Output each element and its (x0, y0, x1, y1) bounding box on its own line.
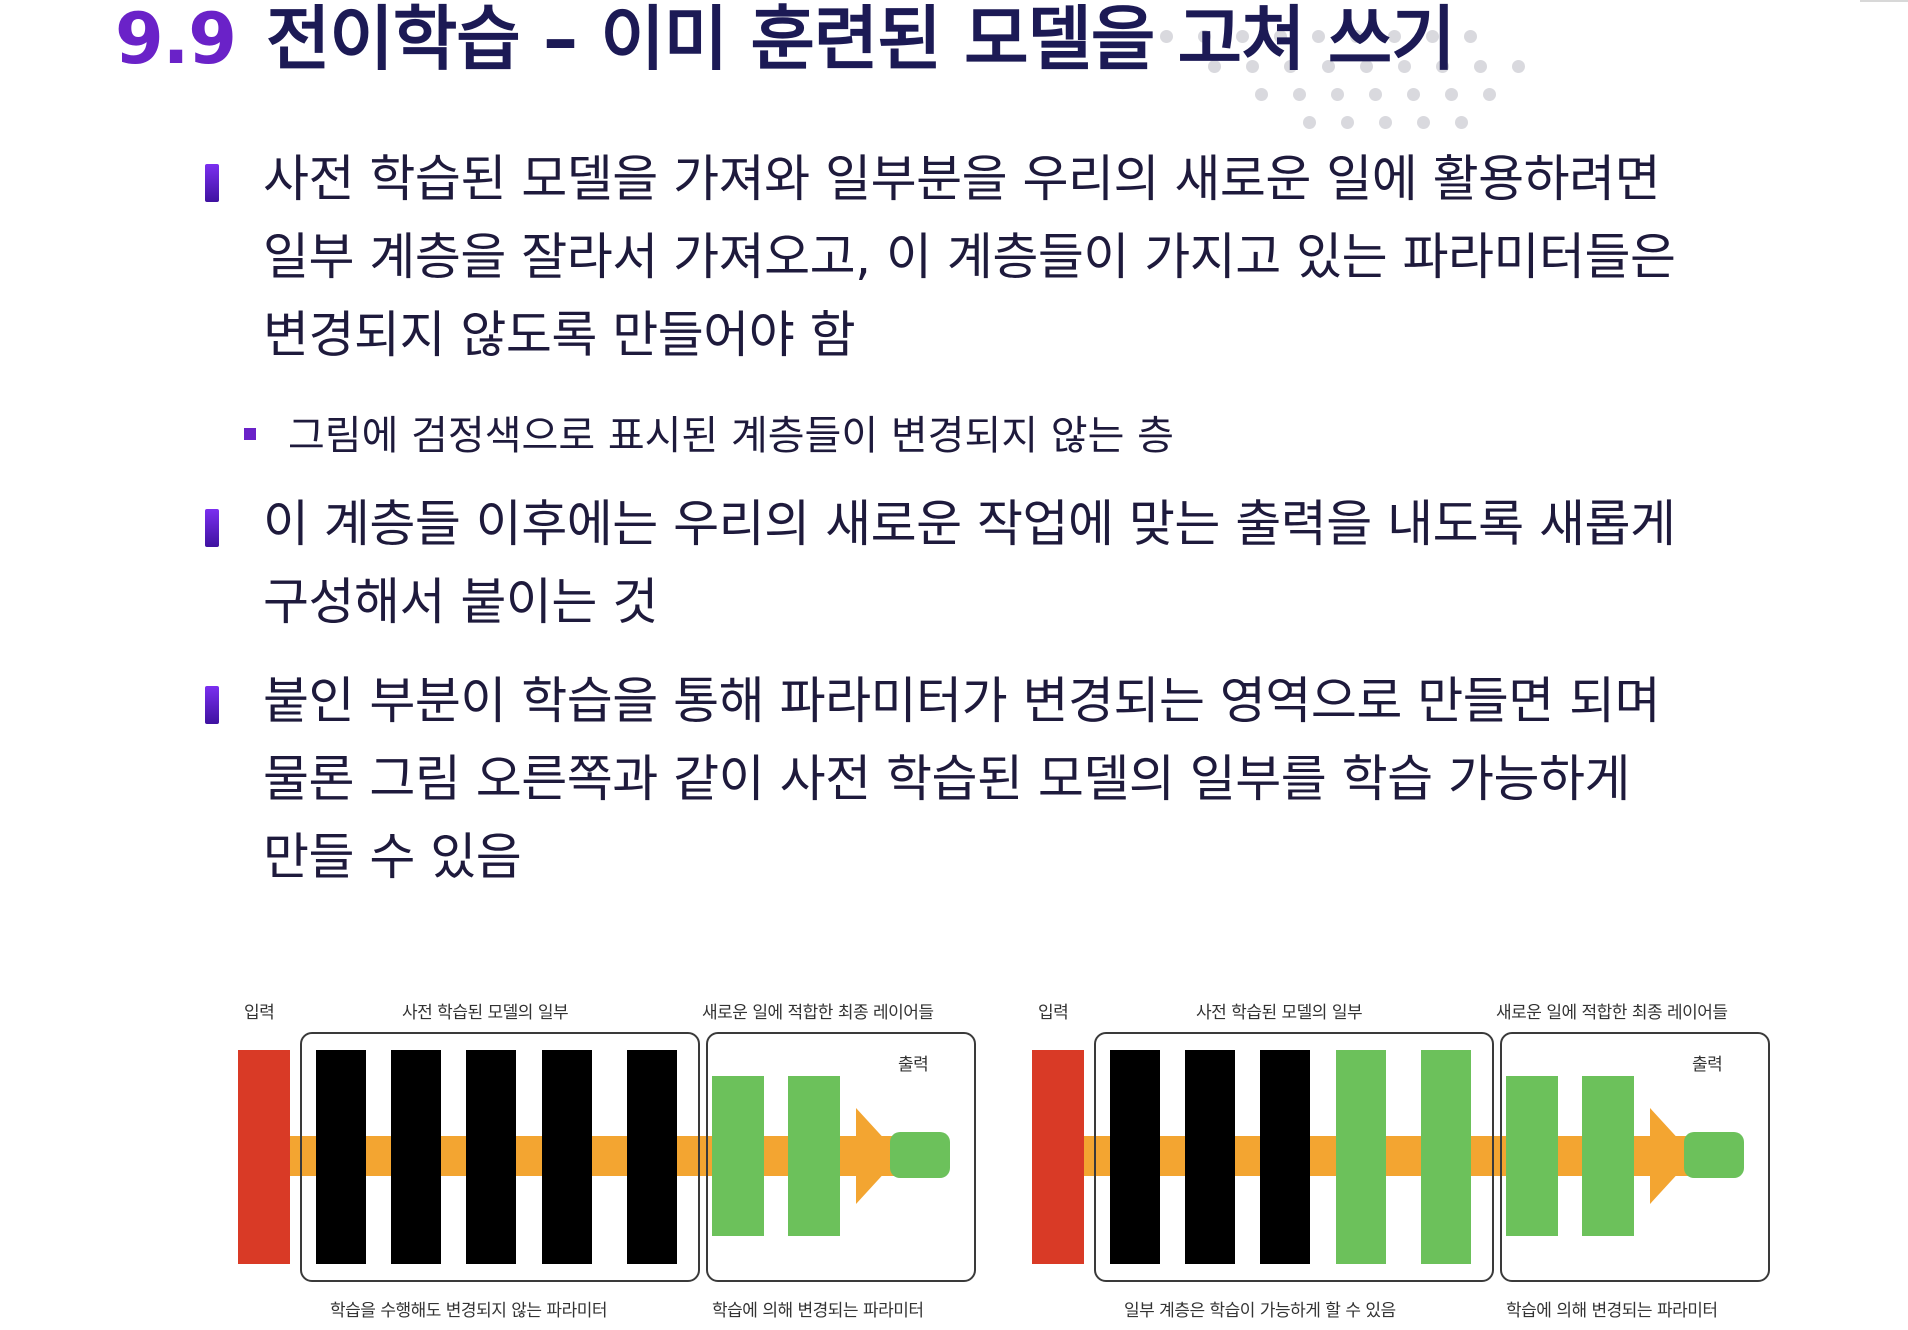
bullet-marker (205, 686, 219, 724)
decorative-dot (1293, 88, 1307, 101)
frozen-params-caption: 학습을 수행해도 변경되지 않는 파라미터 (330, 1301, 608, 1321)
bullet-line: 일부 계층을 잘라서 가져오고, 이 계층들이 가지고 있는 파라미터들은 (263, 228, 1676, 286)
decorative-dot (1378, 116, 1392, 129)
pretrained-layer (1421, 1050, 1471, 1264)
sub-bullet-item: 그림에 검정색으로 표시된 계층들이 변경되지 않는 층 (244, 406, 1788, 466)
decorative-dot (1274, 30, 1287, 43)
decorative-dot (1360, 60, 1373, 73)
new-layers-label: 새로운 일에 적합한 최종 레이어들 (702, 1003, 934, 1023)
bullet-line: 사전 학습된 모델을 가져와 일부분을 우리의 새로운 일에 활용하려면 (263, 150, 1661, 208)
decorative-dot (1369, 88, 1383, 101)
decorative-dot (1255, 88, 1269, 101)
bullet-line: 이 계층들 이후에는 우리의 새로운 작업에 맞는 출력을 내도록 새롭게 (263, 495, 1676, 553)
title-number: 9.9 (115, 0, 237, 80)
decorative-dot (1246, 60, 1259, 73)
output-label: 출력 (1692, 1055, 1723, 1075)
decorative-dot (1312, 30, 1325, 43)
partially-trainable-caption: 일부 계층은 학습이 가능하게 할 수 있음 (1124, 1301, 1396, 1321)
bullet-line: 변경되지 않도록 만들어야 함 (263, 306, 856, 364)
decorative-dot (1416, 116, 1430, 129)
decorative-dot (1302, 116, 1316, 129)
pretrained-layer (1260, 1050, 1310, 1264)
decorative-dot (1331, 88, 1345, 101)
decorative-dot (1160, 30, 1173, 43)
decorative-dot (1464, 30, 1477, 43)
new-layers-block (1500, 1032, 1770, 1282)
new-layer (712, 1076, 764, 1236)
pretrained-layer (1185, 1050, 1235, 1264)
new-layer (788, 1076, 840, 1236)
pretrained-layer (627, 1050, 677, 1264)
pretrained-block (1094, 1032, 1494, 1282)
input-layer (1032, 1050, 1084, 1264)
bullet-item: 이 계층들 이후에는 우리의 새로운 작업에 맞는 출력을 내도록 새롭게 구성… (205, 485, 1823, 641)
output-node (1684, 1132, 1744, 1178)
new-layers-label: 새로운 일에 적합한 최종 레이어들 (1496, 1003, 1728, 1023)
decorative-dot (1322, 60, 1335, 73)
transfer-diagram-finetune: 입력 사전 학습된 모델의 일부 새로운 일에 적합한 최종 레이어들 출력 일… (1032, 990, 1802, 1330)
pretrained-layer (542, 1050, 592, 1264)
output-label: 출력 (898, 1055, 929, 1075)
top-rule (1860, 0, 1908, 2)
decorative-dot (1474, 60, 1487, 73)
decorative-dot (1407, 88, 1421, 101)
transfer-diagram-frozen: 입력 사전 학습된 모델의 일부 새로운 일에 적합한 최종 레이어들 출력 학… (238, 990, 1008, 1330)
bullet-item: 붙인 부분이 학습을 통해 파라미터가 변경되는 영역으로 만들면 되며 물론 … (205, 662, 1823, 896)
bullet-line: 물론 그림 오른쪽과 같이 사전 학습된 모델의 일부를 학습 가능하게 (263, 750, 1631, 808)
decorative-dot (1198, 30, 1211, 43)
input-layer (238, 1050, 290, 1264)
decorative-dot (1445, 88, 1459, 101)
decorative-dot (1388, 30, 1401, 43)
slide-title: 9.9 전이학습 – 이미 훈련된 모델을 고쳐 쓰기 (115, 0, 1456, 84)
pretrained-layer (316, 1050, 366, 1264)
bullet-item: 사전 학습된 모델을 가져와 일부분을 우리의 새로운 일에 활용하려면 일부 … (205, 140, 1823, 374)
decorative-dot (1436, 60, 1449, 73)
decorative-dot (1208, 60, 1221, 73)
decorative-dot (1236, 30, 1249, 43)
pretrained-label: 사전 학습된 모델의 일부 (1196, 1003, 1363, 1023)
pretrained-label: 사전 학습된 모델의 일부 (402, 1003, 569, 1023)
decorative-dot (1398, 60, 1411, 73)
bullet-line: 붙인 부분이 학습을 통해 파라미터가 변경되는 영역으로 만들면 되며 (263, 672, 1661, 730)
new-layers-block (706, 1032, 976, 1282)
decorative-dot (1426, 30, 1439, 43)
pretrained-layer (1110, 1050, 1160, 1264)
new-layer (1582, 1076, 1634, 1236)
pretrained-layer (466, 1050, 516, 1264)
sub-bullet-line: 그림에 검정색으로 표시된 계층들이 변경되지 않는 층 (288, 413, 1174, 459)
decorative-dots (1150, 0, 1650, 140)
input-label: 입력 (1038, 1003, 1069, 1023)
input-label: 입력 (244, 1003, 275, 1023)
decorative-dot (1454, 116, 1468, 129)
bullet-line: 만들 수 있음 (263, 828, 522, 886)
decorative-dot (1350, 30, 1363, 43)
pretrained-block (300, 1032, 700, 1282)
trainable-params-caption: 학습에 의해 변경되는 파라미터 (1506, 1301, 1718, 1321)
trainable-params-caption: 학습에 의해 변경되는 파라미터 (712, 1301, 924, 1321)
decorative-dot (1512, 60, 1525, 73)
bullet-marker (205, 509, 219, 547)
decorative-dot (1284, 60, 1297, 73)
sub-bullet-marker (244, 428, 256, 440)
bullet-marker (205, 164, 219, 202)
bullet-line: 구성해서 붙이는 것 (263, 573, 658, 631)
pretrained-layer (1336, 1050, 1386, 1264)
decorative-dot (1483, 88, 1497, 101)
output-node (890, 1132, 950, 1178)
title-text: 전이학습 – 이미 훈련된 모델을 고쳐 쓰기 (266, 0, 1456, 80)
pretrained-layer (391, 1050, 441, 1264)
new-layer (1506, 1076, 1558, 1236)
decorative-dot (1340, 116, 1354, 129)
